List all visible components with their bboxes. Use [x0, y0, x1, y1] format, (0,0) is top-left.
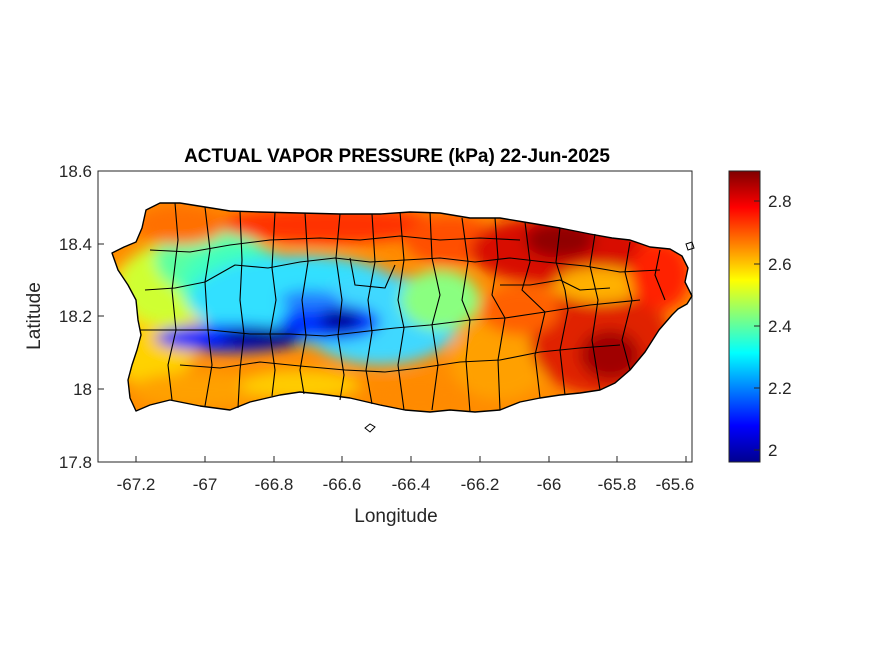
y-tick-label: 17.8: [59, 453, 92, 472]
x-tick-label: -66.8: [255, 475, 294, 494]
x-tick-label: -67: [193, 475, 218, 494]
x-tick-label: -67.2: [117, 475, 156, 494]
colorbar-tick-label: 2: [768, 441, 777, 460]
y-tick-label: 18: [73, 380, 92, 399]
x-tick-label: -66.4: [392, 475, 431, 494]
colorbar-tick-label: 2.4: [768, 317, 792, 336]
x-tick-label: -65.8: [598, 475, 637, 494]
x-tick-label: -66: [537, 475, 562, 494]
colorbar-tick-label: 2.8: [768, 192, 792, 211]
y-tick-label: 18.4: [59, 235, 92, 254]
y-tick-label: 18.2: [59, 307, 92, 326]
x-tick-label: -66.2: [461, 475, 500, 494]
plot-title: ACTUAL VAPOR PRESSURE (kPa) 22-Jun-2025: [184, 146, 610, 167]
y-tick-label: 18.6: [59, 162, 92, 181]
colorbar: [729, 171, 760, 462]
colorbar-tick-label: 2.6: [768, 255, 792, 274]
y-axis-title: Latitude: [24, 282, 45, 350]
x-tick-label: -66.6: [323, 475, 362, 494]
x-tick-label: -65.6: [656, 475, 695, 494]
x-axis-title: Longitude: [354, 506, 437, 527]
colorbar-tick-label: 2.2: [768, 379, 792, 398]
